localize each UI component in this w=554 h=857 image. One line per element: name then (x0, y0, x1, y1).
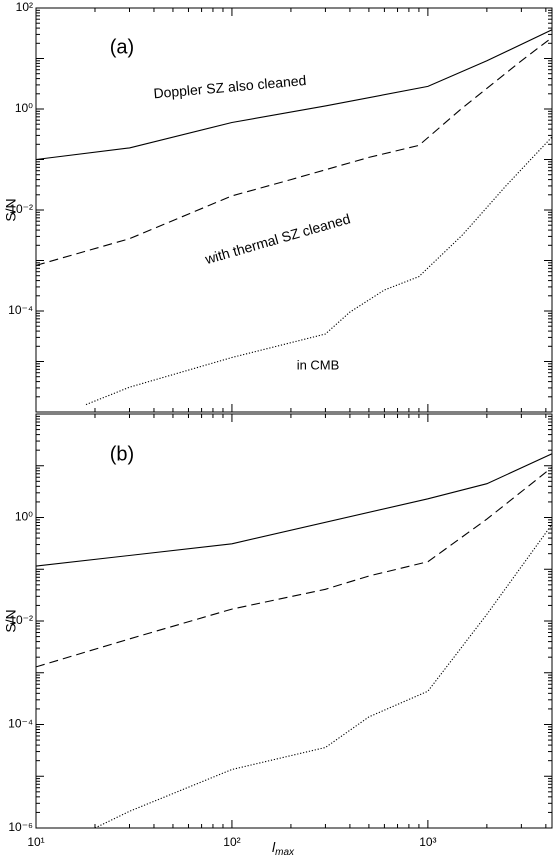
x-tick-label: 10¹ (27, 835, 44, 849)
y-tick-label: 10⁻⁴ (8, 717, 33, 731)
annotation: in CMB (297, 357, 340, 372)
plot-frame (35, 413, 553, 829)
y-tick-label: 10⁻⁶ (8, 820, 33, 834)
x-tick-label: 10² (223, 835, 240, 849)
curve (85, 136, 552, 406)
curve (36, 453, 552, 567)
curve (36, 29, 552, 161)
x-axis-label-main: l (272, 839, 276, 855)
annotation: with thermal SZ cleaned (202, 210, 352, 267)
y-axis-label: S/N (3, 609, 19, 632)
curve (36, 37, 552, 266)
annotation: Doppler SZ also cleaned (153, 72, 307, 101)
y-tick-label: 10⁰ (15, 101, 33, 115)
panel: 10² 10⁰ 10⁻² 10⁻⁴ S/N (a) Doppler SZ also clea… (3, 0, 553, 413)
plot-frame (35, 7, 553, 413)
y-tick-label: 10⁻² (9, 202, 33, 216)
y-tick-label: 10² (16, 0, 33, 14)
x-axis-label-sub: max (275, 847, 295, 857)
curve (36, 466, 552, 668)
annotation: (b) (110, 443, 134, 465)
curve (94, 523, 552, 828)
y-axis-label: S/N (3, 198, 19, 221)
annotation: (a) (110, 36, 134, 58)
y-tick-label: 10⁻² (9, 613, 33, 627)
x-axis-label: lmax (272, 839, 295, 857)
y-tick-label: 10⁻⁴ (8, 303, 33, 317)
x-tick-label: 10³ (419, 835, 436, 849)
y-tick-label: 10⁰ (15, 510, 33, 524)
